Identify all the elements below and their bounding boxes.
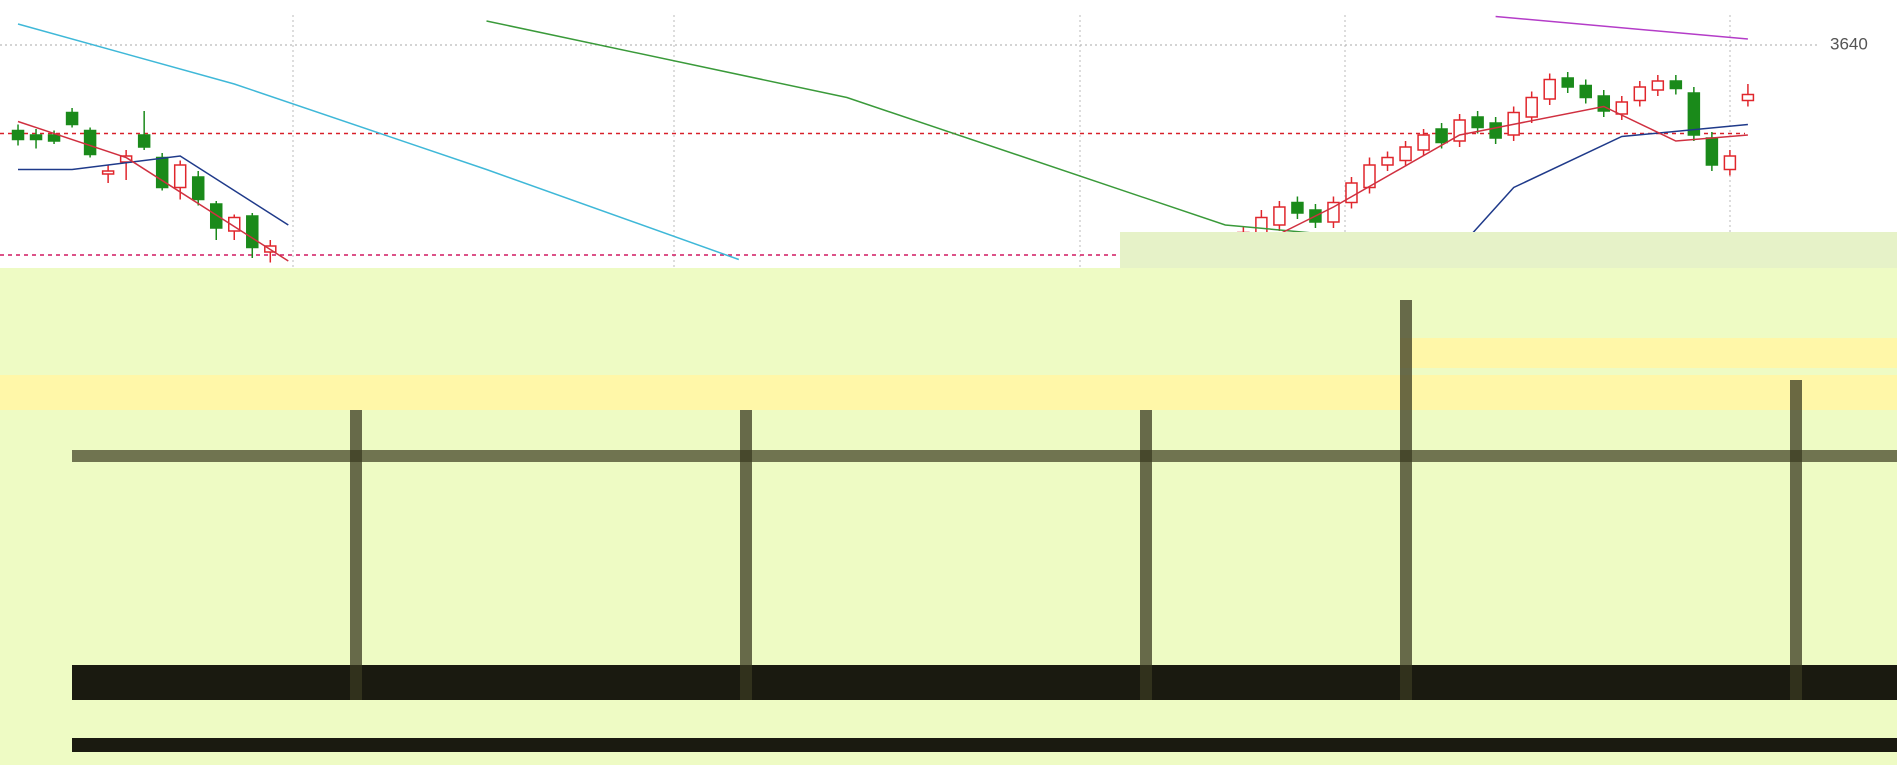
candle-body (1597, 95, 1611, 112)
corrupted-area (0, 232, 1897, 765)
candle-body (1525, 96, 1538, 118)
candle-body (1561, 77, 1574, 88)
stripe (350, 410, 362, 700)
stripe (1790, 380, 1802, 700)
candle-body (173, 164, 187, 189)
ma-line (17, 120, 289, 262)
candle-body (1255, 216, 1268, 235)
candle-body (246, 215, 259, 249)
candle-body (1273, 206, 1286, 226)
band (1400, 338, 1897, 368)
stripe (72, 665, 1897, 700)
candle-body (47, 134, 61, 142)
candle-body (1471, 116, 1484, 129)
candle-body (1615, 101, 1629, 115)
candle-body (1579, 84, 1592, 99)
stripe (72, 738, 1897, 752)
ma-line (1495, 15, 1748, 40)
vertical-grid (292, 15, 1731, 268)
candle-body (1705, 137, 1719, 166)
candle-body (1741, 93, 1755, 102)
candle-body (1327, 201, 1340, 223)
candle-body (1435, 128, 1448, 144)
candle-body (1489, 122, 1502, 139)
candle-body (137, 134, 151, 148)
candle-body (101, 170, 115, 175)
candle-body (1543, 78, 1556, 100)
candle-body (1669, 80, 1683, 90)
stripe (1140, 410, 1152, 700)
candle-body (11, 129, 25, 141)
band (0, 375, 1897, 410)
candle-body (1381, 156, 1394, 166)
ma-line (1459, 123, 1748, 249)
candle-body (1687, 92, 1701, 136)
candle-body (83, 129, 97, 156)
candle-body (1399, 146, 1412, 162)
candle-body (65, 111, 79, 126)
candle-body (1453, 119, 1466, 142)
ma-line (1224, 105, 1748, 262)
panel (1120, 232, 1897, 268)
candle-body (1417, 134, 1430, 151)
y-tick-label: 3640 (1830, 34, 1868, 53)
stripe (72, 450, 1897, 462)
stripe (740, 410, 752, 700)
candle-body (1291, 201, 1304, 214)
stripe (1400, 300, 1412, 700)
candle-body (1633, 86, 1647, 102)
ma-line (18, 155, 289, 226)
candle-body (1363, 164, 1376, 189)
candle-body (191, 176, 205, 201)
plot (0, 15, 1820, 264)
candle-body (1723, 155, 1737, 171)
candle-body (209, 203, 223, 229)
ma-line (17, 23, 740, 261)
candle-body (1651, 80, 1665, 91)
candle-body (228, 216, 241, 232)
candle-body (29, 134, 43, 141)
